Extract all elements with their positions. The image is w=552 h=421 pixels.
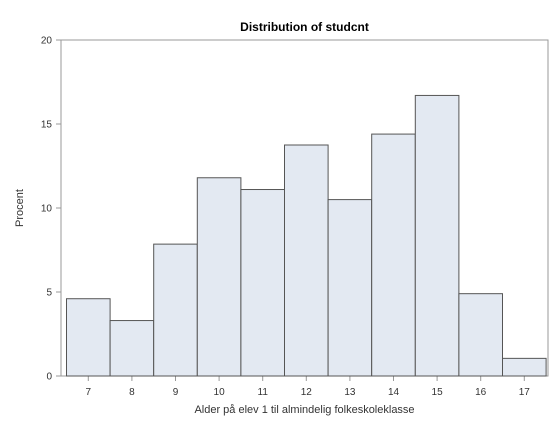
bar-10 — [196, 177, 242, 377]
bar-17 — [502, 357, 547, 377]
bar-16 — [458, 293, 503, 377]
bar-15 — [414, 94, 460, 377]
x-axis-label: Alder på elev 1 til almindelig folkeskol… — [194, 404, 414, 416]
bars-group — [66, 94, 547, 377]
x-tick-label: 15 — [432, 387, 444, 398]
bar-13 — [327, 199, 373, 377]
x-tick-label: 16 — [475, 387, 487, 398]
y-tick-label: 0 — [46, 372, 52, 383]
x-tick-label: 10 — [214, 387, 226, 398]
y-tick-label: 5 — [46, 288, 52, 299]
bar-8 — [109, 320, 155, 377]
x-tick-label: 17 — [519, 387, 531, 398]
bar-14 — [371, 133, 416, 377]
x-tick-label: 8 — [129, 387, 135, 398]
y-tick-label: 15 — [41, 120, 53, 131]
x-tick-label: 11 — [258, 387, 269, 398]
y-tick-label: 20 — [41, 36, 53, 47]
bar-9 — [153, 243, 198, 377]
x-tick-label: 14 — [388, 387, 400, 398]
y-axis-label: Procent — [14, 189, 26, 227]
bar-11 — [240, 189, 285, 377]
x-axis: 7 8 9 10 11 12 13 14 15 16 17 — [86, 376, 531, 398]
chart-title: Distribution of studcnt — [240, 20, 369, 34]
bar-7 — [66, 298, 111, 377]
x-tick-label: 7 — [86, 387, 92, 398]
y-axis: 0 5 10 15 20 — [41, 36, 61, 383]
x-tick-label: 12 — [301, 387, 313, 398]
y-tick-label: 10 — [41, 204, 53, 215]
bar-12 — [284, 144, 329, 377]
x-tick-label: 13 — [344, 387, 356, 398]
x-tick-label: 9 — [173, 387, 179, 398]
